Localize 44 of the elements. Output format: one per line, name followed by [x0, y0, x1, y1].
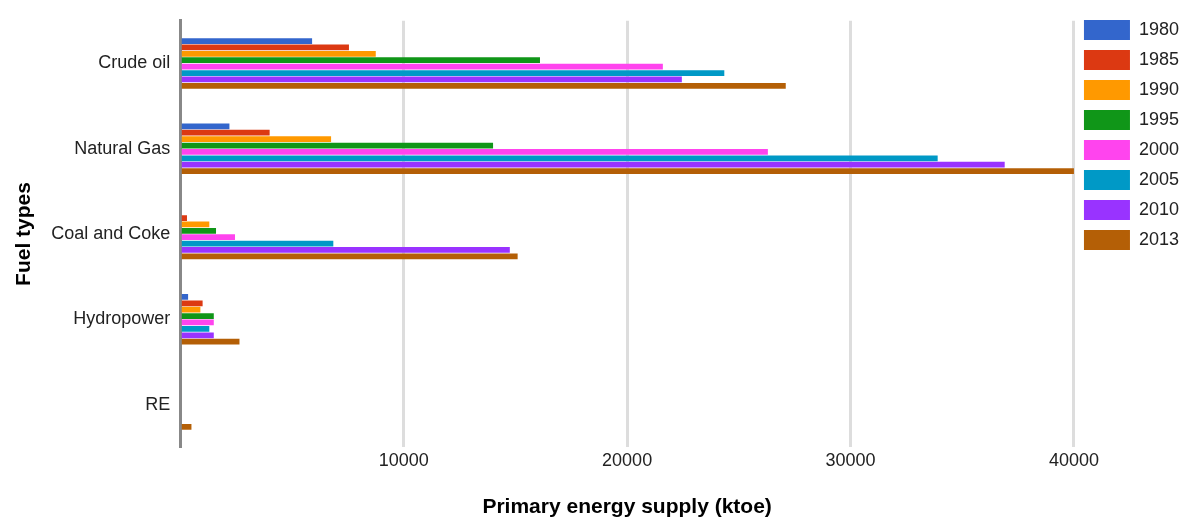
- y-axis-title: Fuel types: [11, 182, 35, 286]
- bar: [181, 57, 540, 64]
- x-tick-label: 10000: [378, 449, 429, 470]
- legend-label: 1985: [1138, 48, 1179, 69]
- bar: [181, 306, 201, 313]
- y-tick-label: Natural Gas: [74, 137, 171, 158]
- legend-label: 2005: [1138, 168, 1179, 189]
- bar: [181, 63, 663, 70]
- bar: [181, 338, 240, 345]
- legend-label: 1980: [1138, 18, 1179, 39]
- bar: [181, 38, 313, 44]
- bar: [181, 161, 1005, 168]
- bar: [181, 326, 210, 332]
- bar: [181, 136, 332, 142]
- bar: [181, 313, 214, 319]
- bar: [181, 227, 217, 234]
- bar: [181, 149, 768, 155]
- y-tick-label: Crude oil: [98, 52, 171, 73]
- bar: [181, 424, 192, 430]
- y-tick-label: Coal and Coke: [51, 222, 171, 243]
- y-tick-label: RE: [145, 393, 171, 414]
- x-tick-label: 30000: [825, 449, 876, 470]
- bar: [181, 168, 1074, 174]
- bar: [181, 247, 510, 253]
- x-tick-label: 40000: [1048, 449, 1099, 470]
- x-tick-label: 20000: [602, 449, 653, 470]
- legend-label: 1990: [1138, 78, 1179, 99]
- bar: [181, 123, 230, 130]
- bar: [181, 234, 236, 241]
- y-tick-label: Hydropower: [73, 308, 171, 329]
- legend-label: 2000: [1138, 138, 1179, 159]
- bar: [181, 82, 786, 89]
- legend-label: 2010: [1138, 198, 1179, 219]
- bar: [181, 70, 725, 76]
- bar: [181, 294, 189, 300]
- bar: [181, 129, 270, 136]
- bar: [181, 332, 214, 339]
- legend-label: 2013: [1138, 228, 1179, 249]
- bar: [181, 300, 203, 307]
- bar: [181, 155, 938, 162]
- bar: [181, 215, 187, 221]
- x-axis-title: Primary energy supply (ktoe): [482, 494, 772, 518]
- legend-label: 1995: [1138, 108, 1179, 129]
- bar: [181, 50, 376, 57]
